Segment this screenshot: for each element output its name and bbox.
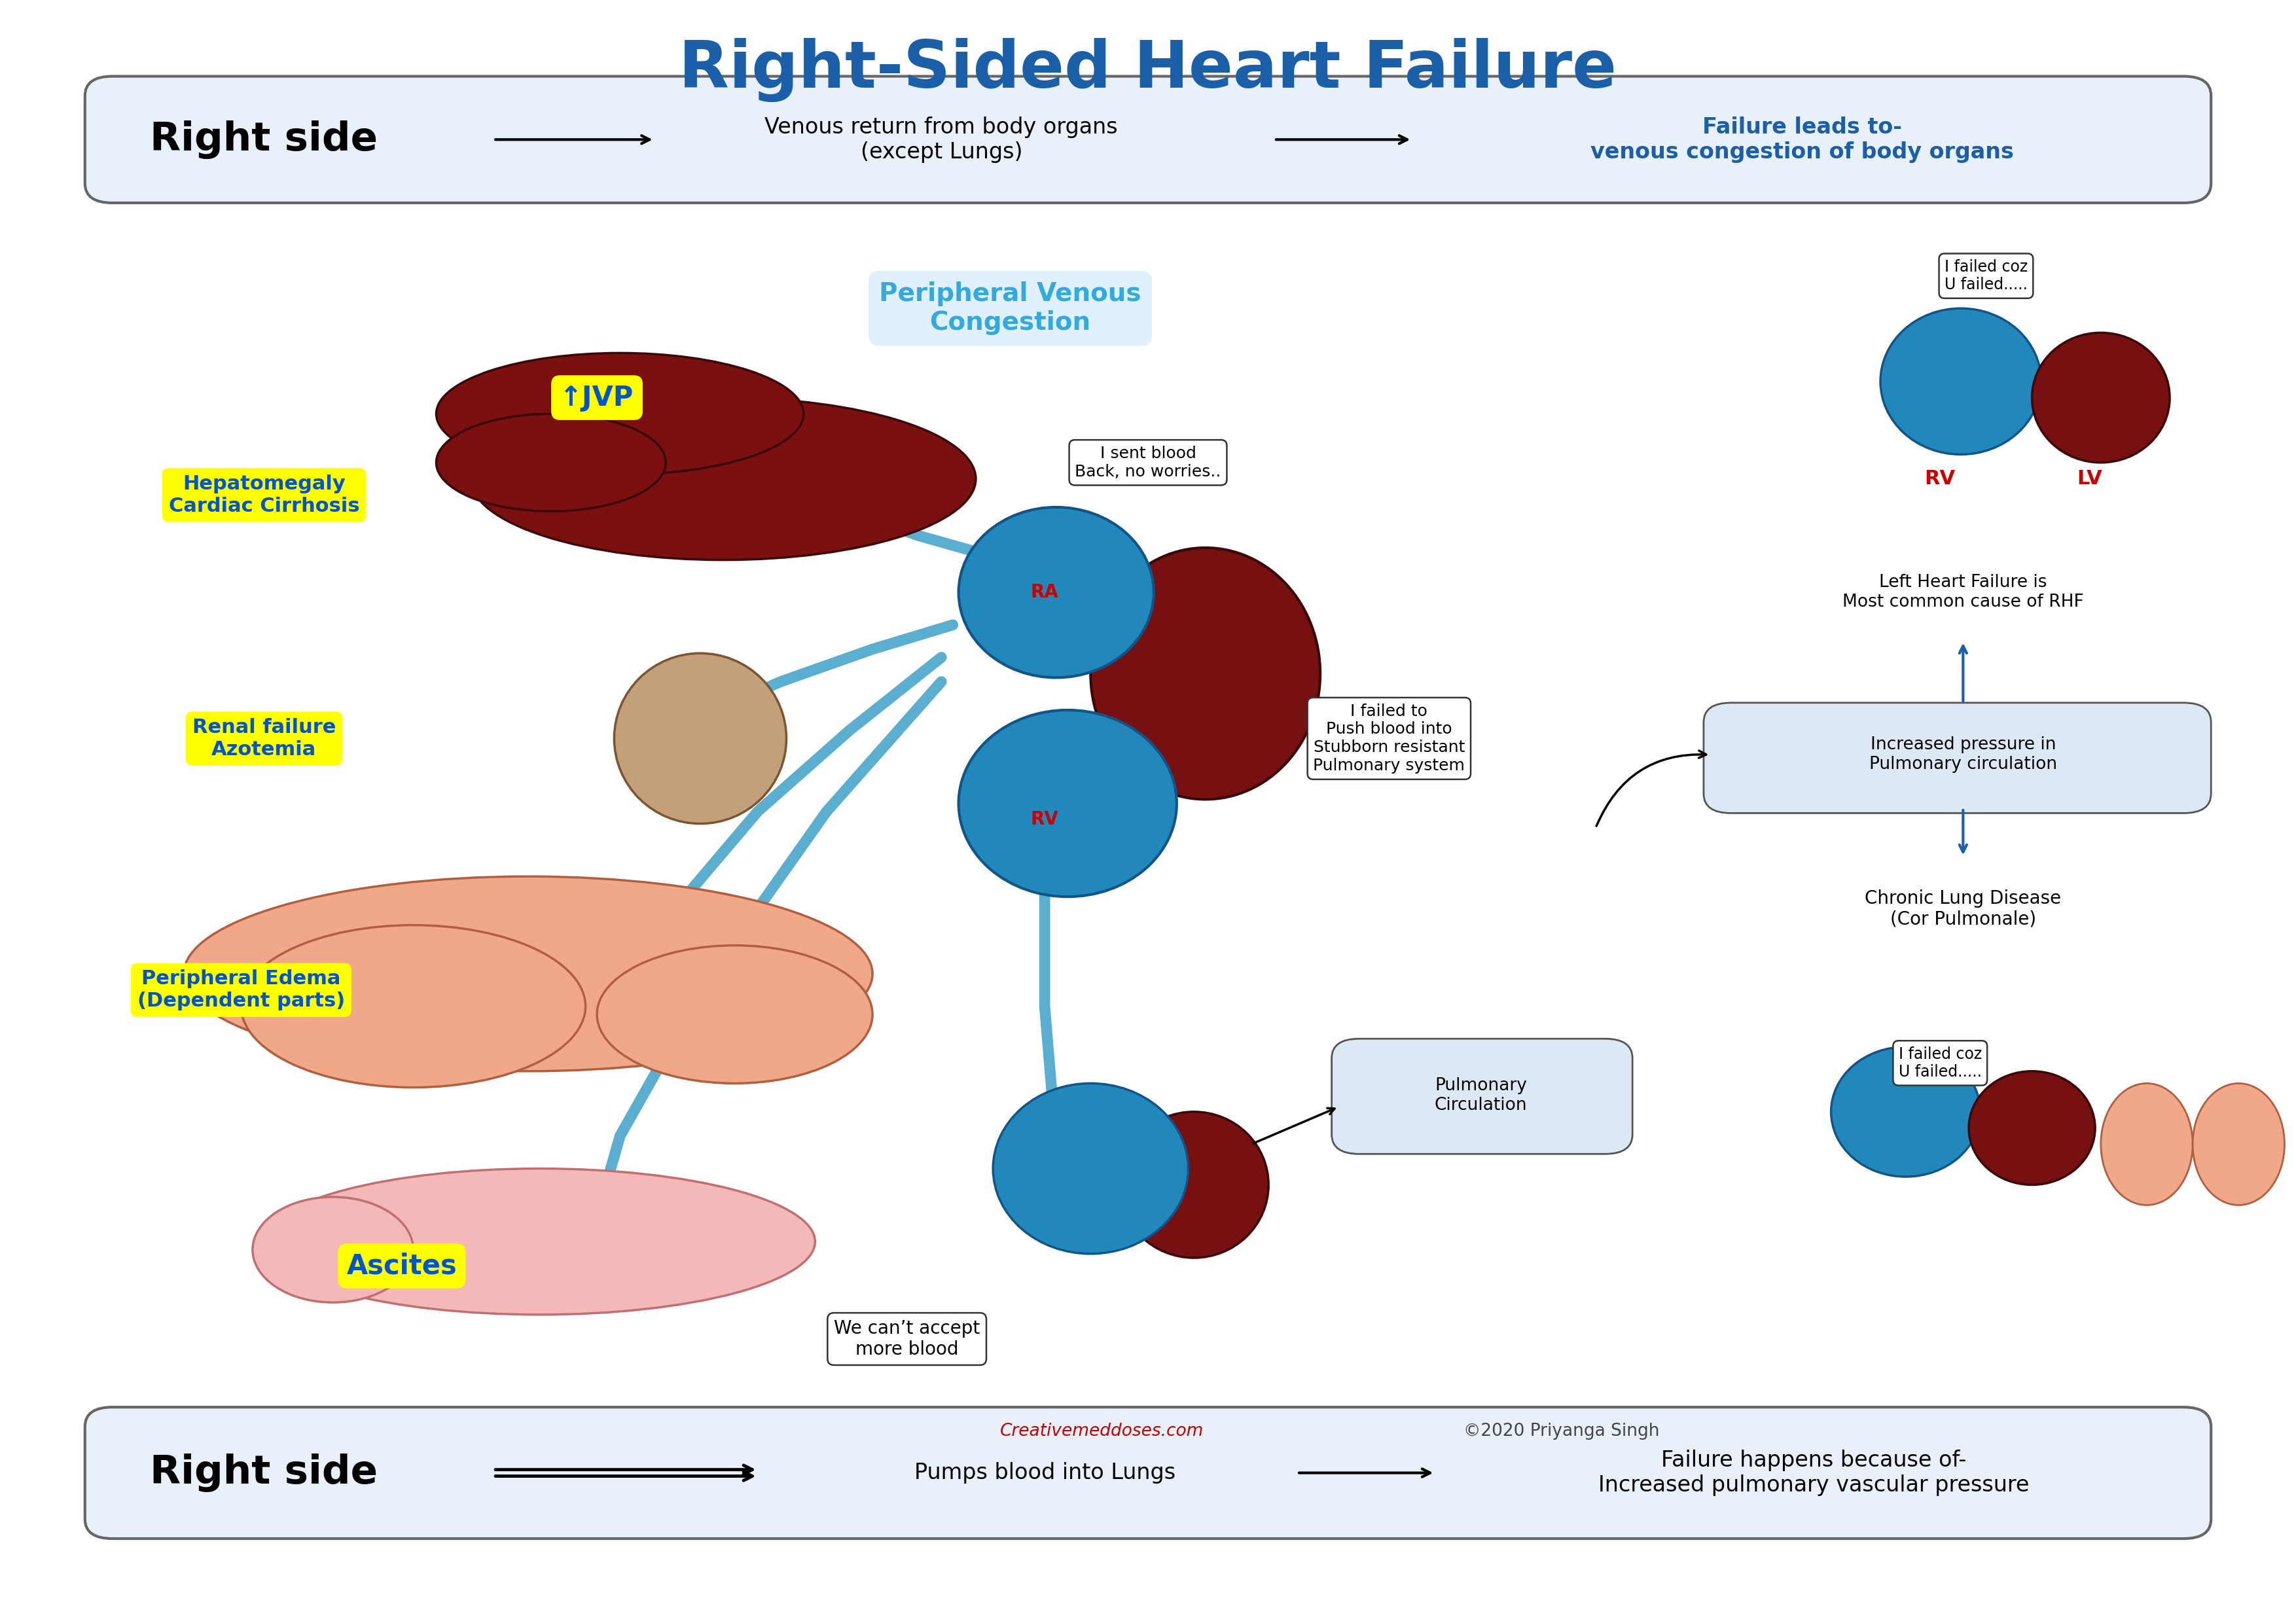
Text: I failed to
Push blood into
Stubborn resistant
Pulmonary system: I failed to Push blood into Stubborn res…	[1313, 703, 1465, 774]
Text: Increased pressure in
Pulmonary circulation: Increased pressure in Pulmonary circulat…	[1869, 737, 2057, 773]
Text: RV: RV	[1031, 810, 1058, 829]
Text: LV: LV	[2076, 469, 2103, 489]
Text: Peripheral Venous
Congestion: Peripheral Venous Congestion	[879, 281, 1141, 336]
Ellipse shape	[1120, 1112, 1270, 1258]
Text: Failure happens because of-
Increased pulmonary vascular pressure: Failure happens because of- Increased pu…	[1598, 1449, 2030, 1496]
Text: ↑JVP: ↑JVP	[560, 385, 634, 411]
Ellipse shape	[184, 876, 872, 1071]
Text: Renal failure
Azotemia: Renal failure Azotemia	[193, 717, 335, 760]
Ellipse shape	[597, 945, 872, 1084]
Text: Creativemeddoses.com: Creativemeddoses.com	[1001, 1423, 1203, 1440]
Text: Left Heart Failure is
Most common cause of RHF: Left Heart Failure is Most common cause …	[1841, 575, 2085, 610]
Ellipse shape	[1968, 1071, 2094, 1185]
Ellipse shape	[613, 652, 785, 823]
Text: I failed coz
U failed.....: I failed coz U failed.....	[1945, 260, 2027, 292]
FancyBboxPatch shape	[85, 1407, 2211, 1539]
Text: Hepatomegaly
Cardiac Cirrhosis: Hepatomegaly Cardiac Cirrhosis	[168, 474, 360, 516]
Ellipse shape	[992, 1084, 1189, 1253]
Text: We can’t accept
more blood: We can’t accept more blood	[833, 1319, 980, 1358]
Text: Right side: Right side	[149, 1454, 379, 1492]
Text: ©2020 Priyanga Singh: ©2020 Priyanga Singh	[1463, 1423, 1660, 1440]
FancyBboxPatch shape	[85, 76, 2211, 203]
Ellipse shape	[436, 414, 666, 511]
Ellipse shape	[1880, 308, 2041, 454]
Ellipse shape	[2032, 333, 2170, 463]
Text: Pumps blood into Lungs: Pumps blood into Lungs	[914, 1462, 1176, 1483]
Text: I sent blood
Back, no worries..: I sent blood Back, no worries..	[1075, 446, 1221, 479]
Text: Ascites: Ascites	[347, 1253, 457, 1279]
Ellipse shape	[960, 506, 1153, 678]
Text: Chronic Lung Disease
(Cor Pulmonale): Chronic Lung Disease (Cor Pulmonale)	[1864, 889, 2062, 928]
Text: Right-Sided Heart Failure: Right-Sided Heart Failure	[680, 37, 1616, 102]
Ellipse shape	[2193, 1084, 2285, 1204]
Text: Venous return from body organs
(except Lungs): Venous return from body organs (except L…	[765, 117, 1118, 162]
Text: Right side: Right side	[149, 120, 379, 159]
Text: RV: RV	[1924, 469, 1956, 489]
Ellipse shape	[960, 711, 1176, 896]
Ellipse shape	[1830, 1047, 1979, 1177]
Text: Pulmonary
Circulation: Pulmonary Circulation	[1435, 1078, 1527, 1113]
Text: I failed coz
U failed.....: I failed coz U failed.....	[1899, 1047, 1981, 1079]
Ellipse shape	[471, 398, 976, 560]
FancyBboxPatch shape	[1332, 1039, 1632, 1154]
Text: RA: RA	[1031, 583, 1058, 602]
Ellipse shape	[264, 1169, 815, 1315]
Ellipse shape	[1091, 549, 1320, 800]
Text: Peripheral Edema
(Dependent parts): Peripheral Edema (Dependent parts)	[138, 969, 344, 1011]
Ellipse shape	[436, 354, 804, 474]
Text: Failure leads to-
venous congestion of body organs: Failure leads to- venous congestion of b…	[1591, 117, 2014, 162]
FancyBboxPatch shape	[1704, 703, 2211, 813]
Ellipse shape	[253, 1198, 413, 1302]
Ellipse shape	[2101, 1084, 2193, 1204]
Ellipse shape	[241, 925, 585, 1087]
